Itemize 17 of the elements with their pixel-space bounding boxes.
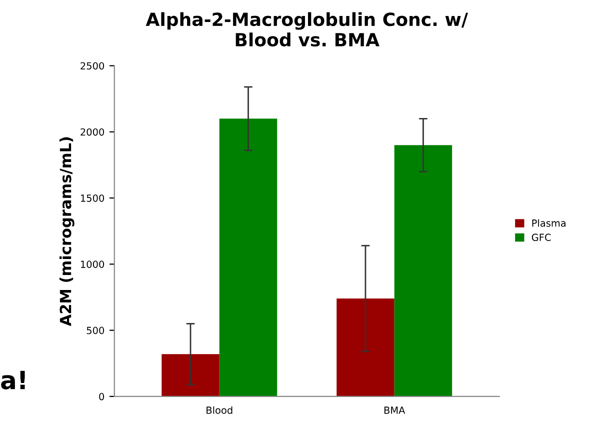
legend-label: Plasma (532, 219, 566, 227)
legend-label: GFC (532, 234, 551, 242)
bar (394, 145, 452, 396)
chart-title: Alpha-2-Macroglobulin Conc. w/ Blood vs. BMA (146, 12, 468, 47)
y-axis-title: A2M (micrograms/mL) (59, 137, 74, 326)
y-tick-label: 0 (99, 392, 104, 400)
x-tick-label: Blood (206, 406, 232, 414)
y-tick-label: 500 (86, 326, 104, 334)
bar (336, 298, 394, 396)
y-tick-label: 1000 (81, 260, 104, 268)
y-tick-label: 2500 (80, 62, 104, 70)
bar (162, 354, 220, 396)
x-tick-label: BMA (384, 406, 406, 414)
bar (219, 118, 278, 396)
text: a! (1, 370, 25, 390)
y-tick-label: 2000 (80, 128, 104, 136)
y-tick-label: 1500 (81, 194, 104, 202)
